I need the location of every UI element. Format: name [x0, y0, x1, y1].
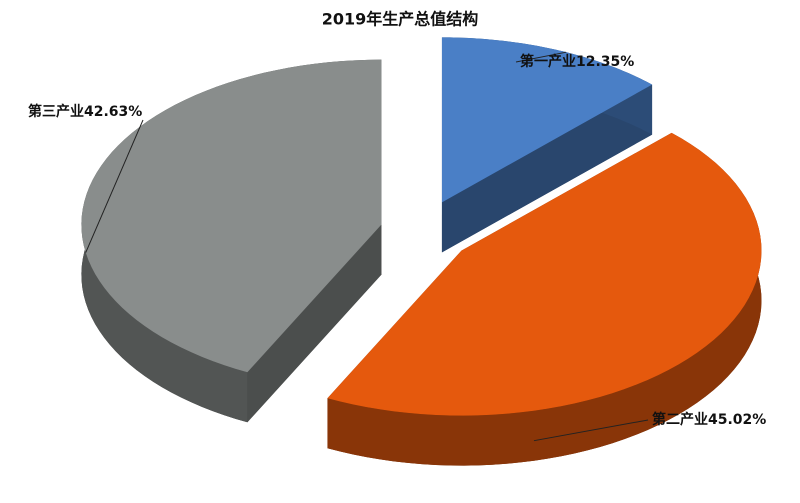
data-label: 第二产业45.02% — [652, 411, 766, 428]
slice-cut — [247, 224, 382, 423]
slice-top — [441, 37, 653, 203]
data-label: 第三产业42.63% — [28, 103, 142, 120]
slice — [81, 59, 382, 423]
slice-cut — [441, 84, 653, 253]
leader-line — [533, 419, 649, 442]
slice-wall — [327, 132, 762, 466]
slice-top — [327, 132, 762, 416]
value-label: 12.35% — [576, 54, 634, 70]
slice — [327, 132, 762, 466]
leader-line — [85, 119, 144, 253]
category-name: 第二产业 — [652, 411, 708, 428]
leader-line — [515, 51, 567, 63]
chart-title: 2019年生产总值结构 — [322, 10, 479, 29]
data-label: 第一产业12.35% — [520, 53, 634, 70]
slice-top — [81, 59, 382, 373]
slice — [441, 37, 653, 253]
category-name: 第三产业 — [28, 103, 84, 120]
value-label: 42.63% — [84, 104, 142, 120]
value-label: 45.02% — [708, 412, 766, 428]
category-name: 第一产业 — [520, 53, 576, 70]
